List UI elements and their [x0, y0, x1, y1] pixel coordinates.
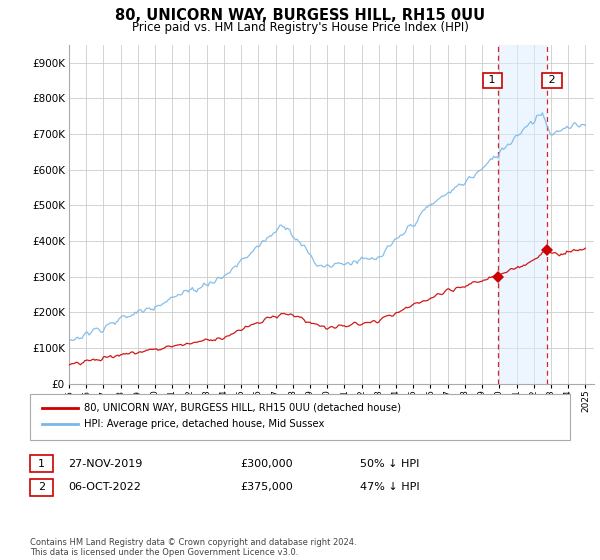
Text: £375,000: £375,000 — [240, 482, 293, 492]
Text: Price paid vs. HM Land Registry's House Price Index (HPI): Price paid vs. HM Land Registry's House … — [131, 21, 469, 34]
Text: 80, UNICORN WAY, BURGESS HILL, RH15 0UU: 80, UNICORN WAY, BURGESS HILL, RH15 0UU — [115, 8, 485, 24]
Text: HPI: Average price, detached house, Mid Sussex: HPI: Average price, detached house, Mid … — [84, 419, 325, 430]
Text: £300,000: £300,000 — [240, 459, 293, 469]
Bar — [497, 45, 547, 384]
Text: 47% ↓ HPI: 47% ↓ HPI — [360, 482, 419, 492]
Text: 06-OCT-2022: 06-OCT-2022 — [68, 482, 140, 492]
Text: Contains HM Land Registry data © Crown copyright and database right 2024.
This d: Contains HM Land Registry data © Crown c… — [30, 538, 356, 557]
Text: 27-NOV-2019: 27-NOV-2019 — [68, 459, 142, 469]
Text: 50% ↓ HPI: 50% ↓ HPI — [360, 459, 419, 469]
Text: 2: 2 — [545, 76, 559, 86]
Text: 1: 1 — [38, 459, 45, 469]
Text: 2: 2 — [38, 482, 45, 492]
Text: 1: 1 — [485, 76, 499, 86]
Text: 80, UNICORN WAY, BURGESS HILL, RH15 0UU (detached house): 80, UNICORN WAY, BURGESS HILL, RH15 0UU … — [84, 403, 401, 413]
